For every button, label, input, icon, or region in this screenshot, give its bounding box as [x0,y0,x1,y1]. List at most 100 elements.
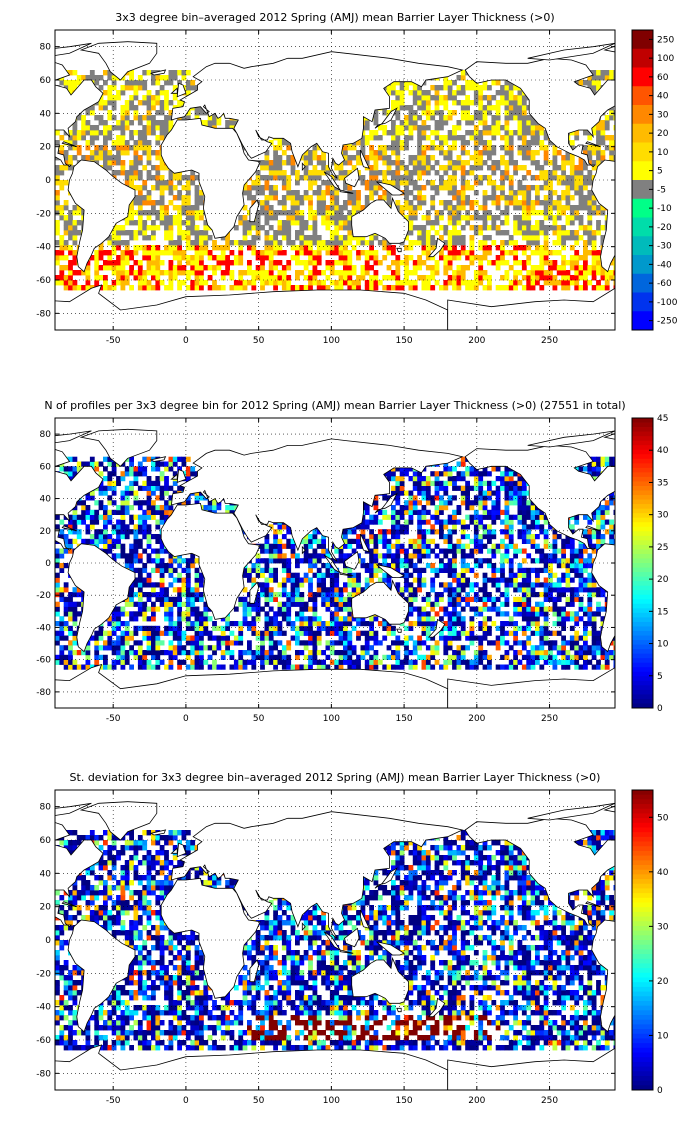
bin-cell [225,255,230,261]
bin-cell [578,215,584,221]
bin-cell [177,70,182,76]
bin-cell [194,260,200,266]
bin-cell [412,650,418,656]
bin-cell [391,130,396,136]
bin-cell [613,645,615,651]
bin-cell [482,210,488,216]
bin-cell [539,255,545,261]
bin-cell [500,170,505,176]
bin-cell [72,255,78,261]
coastline-layer [55,41,615,330]
bin-cell [142,100,148,106]
bin-cell [521,105,527,111]
bin-cell [395,275,401,281]
bin-cell [434,650,440,656]
bin-cell [561,275,566,281]
bin-cell [504,215,510,221]
bin-cell [482,635,488,641]
bin-cell [129,180,134,186]
bin-cell [425,255,431,261]
bin-cell [181,175,187,181]
bin-cell [460,85,466,91]
bin-cell [303,155,309,161]
bin-cell [543,635,549,641]
bin-cell [137,130,143,136]
bin-cell [382,285,388,291]
bin-cell [417,275,422,281]
bin-cell [552,220,558,226]
bin-cell [334,260,340,266]
bin-cell [212,120,217,126]
bin-cell [539,170,545,176]
bin-cell [151,235,156,241]
bin-cell [133,245,139,251]
bin-cell [303,160,309,166]
bin-cell [129,130,134,136]
bin-cell [316,160,322,166]
bin-cell [325,621,331,627]
bin-cell [569,140,575,146]
bin-cell [600,285,606,291]
bin-cell [247,280,252,286]
bin-cell [408,80,414,86]
bin-cell [504,240,510,246]
bin-cell [565,155,571,161]
bin-cell [521,95,527,101]
bin-cell [63,654,69,660]
bin-cell [482,205,488,211]
bin-cell [155,90,161,96]
bin-cell [561,280,566,286]
bin-cell [185,70,191,76]
bin-cell [111,285,117,291]
bin-cell [583,640,588,646]
bin-cell [133,110,139,116]
bin-cell [404,659,409,665]
bin-cell [316,630,322,636]
bin-cell [329,195,335,201]
bin-cell [434,260,440,266]
bin-cell [373,165,379,171]
bin-cell [216,640,222,646]
bin-cell [517,165,523,171]
bin-cell [233,260,239,266]
bin-cell [369,185,374,191]
bin-cell [421,135,427,141]
bin-cell [268,650,274,656]
bin-cell [521,110,527,116]
bin-cell [281,170,287,176]
bin-cell [194,640,200,646]
bin-cell [530,140,536,146]
bin-cell [521,250,527,256]
bin-cell [425,230,431,236]
bin-cell [142,95,148,101]
bin-cell [539,260,545,266]
bin-cell [421,160,427,166]
bin-cell [295,195,300,201]
bin-cell [81,664,86,670]
bin-cell [556,175,562,181]
bin-cell [299,210,305,216]
bin-cell [85,285,91,291]
bin-cell [508,250,514,256]
bin-cell [456,75,462,81]
bin-cell [613,125,615,131]
bin-cell [312,150,318,156]
bin-cell [391,150,396,156]
bin-cell [129,100,134,106]
bin-cell [343,245,348,251]
bin-cell [526,235,532,241]
bin-cell [583,275,588,281]
bin-cell [334,205,340,211]
bin-cell [417,165,422,171]
bin-cell [133,616,139,622]
colorbar-label: -10 [657,204,672,214]
bin-cell [430,650,436,656]
bin-cell [325,654,331,660]
bin-cell [469,225,475,231]
bin-cell [164,625,169,631]
bin-cell [395,285,401,291]
bin-cell [569,175,575,181]
bin-cell [168,625,174,631]
bin-cell [583,145,588,151]
bin-cell [260,225,265,231]
